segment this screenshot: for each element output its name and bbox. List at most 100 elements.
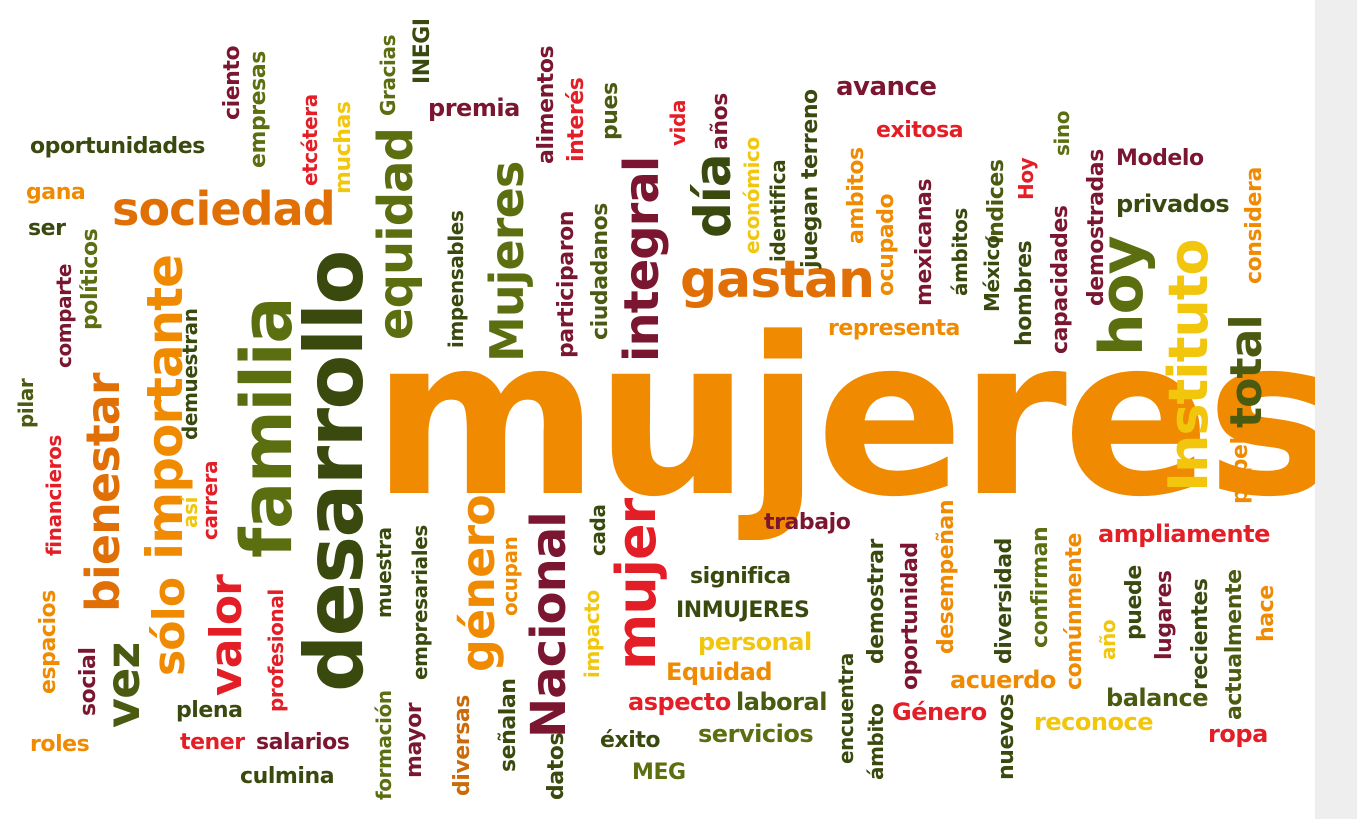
word-equidad: equidad [368,128,424,340]
word-comunmente: comúnmente [1062,533,1087,690]
word-Gracias: Gracias [376,34,400,116]
word-Modelo: Modelo [1116,146,1204,171]
word-diversas: diversas [450,695,475,796]
word-Nacional: Nacional [521,512,577,738]
word-INEGI: INEGI [410,18,435,84]
word-ropa: ropa [1208,720,1268,748]
word-tener: tener [180,730,245,755]
word-profesional: profesional [264,589,288,712]
word-oportunidades: oportunidades [30,134,205,159]
word-ciudadanos: ciudadanos [588,203,613,340]
word-ciento: ciento [220,45,245,120]
word-papel: papel [1228,437,1253,504]
word-dia: día [684,154,742,238]
word-trabajo: trabajo [764,510,851,535]
word-asi: así [178,496,202,528]
word-ser: ser [28,216,66,241]
word-bienestar: bienestar [76,373,130,612]
word-considera: considera [1242,167,1267,284]
word-solo: sólo [144,577,195,676]
word-significa: significa [690,564,791,589]
word-MEG: MEG [632,760,686,785]
word-vez: vez [96,642,150,728]
word-impacto: impacto [580,590,604,678]
word-gastan: gastan [680,250,875,310]
word-Hoy: Hoy [1014,157,1038,200]
word-reconoce: reconoce [1034,708,1154,736]
word-Genero: Género [892,698,987,726]
word-puede: puede [1122,565,1147,640]
word-aspecto: aspecto [628,688,731,716]
word-cada: cada [586,504,610,556]
word-roles: roles [30,732,90,757]
word-etcetera: etcétera [298,94,322,186]
word-mexicanas: mexicanas [912,178,937,306]
word-ambitos: ambitos [844,147,869,244]
word-alimentos: alimentos [534,45,559,164]
word-premia: premia [428,94,520,122]
word-datos: datos [544,732,569,800]
word-plena: plena [176,698,243,723]
word-indices: índices [984,159,1009,244]
word-privados: privados [1116,190,1230,218]
word-demostradas: demostradas [1084,149,1109,306]
word-diversidad: diversidad [992,538,1017,664]
word-INMUJERES: INMUJERES [676,598,810,623]
word-desempenan: desempeñan [934,499,959,654]
word-economico: económico [740,137,764,254]
word-Instituto: Instituto [1157,239,1220,492]
word-interes: interés [564,77,589,162]
word-culmina: culmina [240,764,335,789]
word-Mujeres: Mujeres [480,161,534,362]
word-empresas: empresas [246,51,271,168]
word-exitosa: exitosa [876,118,964,143]
word-total: total [1221,315,1272,428]
word-laboral: laboral [736,688,827,716]
word-actualmente: actualmente [1222,569,1247,720]
word-comparte: comparte [52,263,76,368]
word-hace: hace [1254,585,1279,642]
word-oportunidad: oportunidad [898,542,923,690]
word-cloud: mujeres desarrollo familia importante bi… [14,18,1315,800]
word-pues: pues [598,82,623,140]
word-empresariales: empresariales [408,525,432,680]
word-ocupado: ocupado [874,193,899,296]
word-financieros: financieros [42,435,66,556]
word-recientes: recientes [1188,578,1213,690]
word-juegan-terreno: juegan terreno [798,89,823,268]
word-pilar: pilar [14,378,38,428]
word-muestra: muestra [372,527,396,618]
word-servicios: servicios [698,720,814,748]
word-sociedad: sociedad [112,182,336,236]
word-representa: representa [828,316,960,341]
word-participaron: participaron [554,210,579,358]
word-espacios: espacios [36,590,61,694]
word-formacion: formación [372,690,396,800]
word-impensables: impensables [444,210,468,348]
word-Equidad: Equidad [666,658,773,686]
word-anos: años [708,93,733,150]
word-mayor: mayor [402,702,427,778]
word-balance: balance [1106,684,1209,712]
word-ambito: ámbito [864,703,888,780]
word-integral: integral [614,156,670,362]
word-ambitos2: ámbitos [948,208,972,296]
word-valor: valor [201,575,252,696]
word-vida: vida [666,99,690,146]
word-gana: gana [26,180,86,205]
word-social: social [76,647,101,716]
word-salarios: salarios [256,730,350,755]
word-mujer: mujer [605,498,668,670]
word-genero: género [451,495,505,672]
word-ampliamente: ampliamente [1098,520,1270,548]
word-personal: personal [698,628,812,656]
word-capacidades: capacidades [1048,205,1073,354]
word-demuestran: demuestran [178,308,202,440]
word-lugares: lugares [1152,570,1177,660]
word-mujeres: mujeres [372,292,1315,545]
word-familia: familia [226,297,308,558]
word-encuentra: encuentra [834,652,858,764]
word-muchas: muchas [331,101,356,194]
word-identifica: identifica [766,159,790,262]
word-carrera: carrera [198,460,222,540]
